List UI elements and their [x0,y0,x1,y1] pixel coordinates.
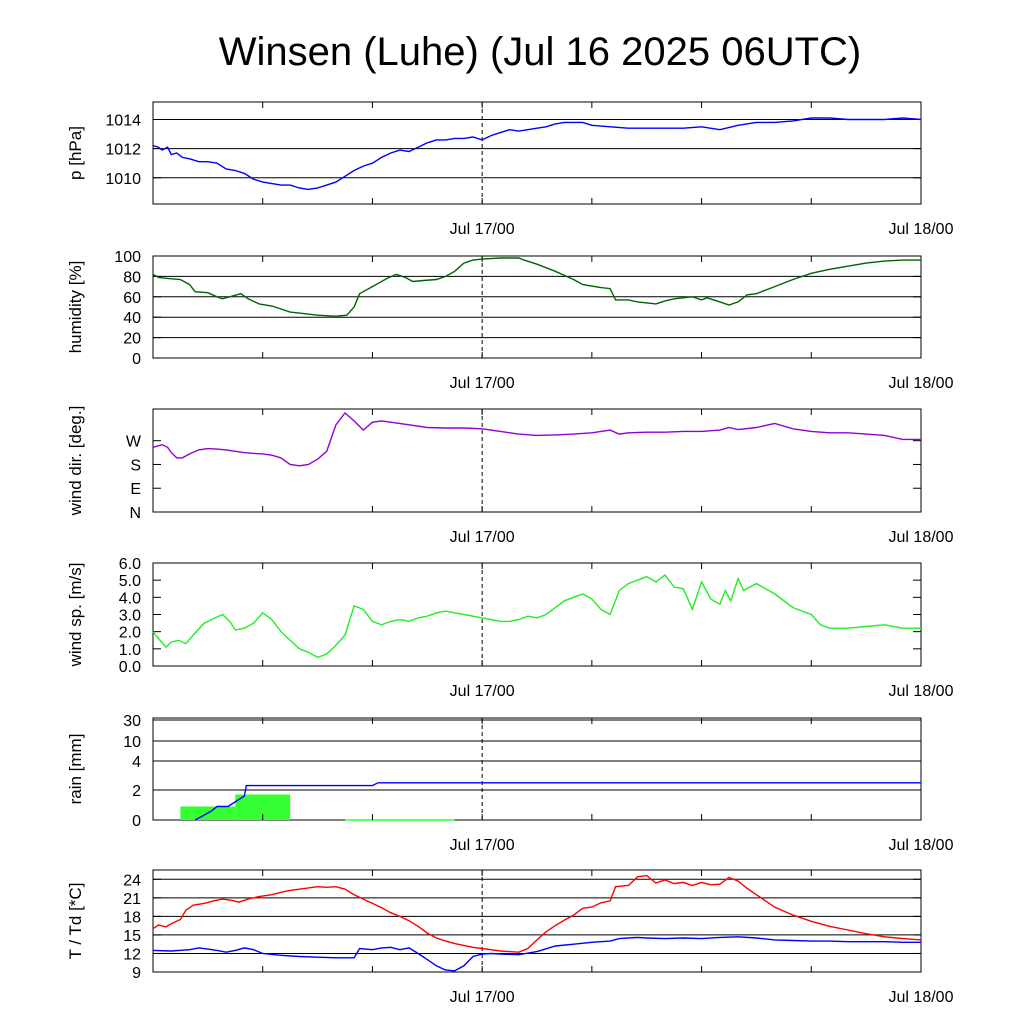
y-tick-label: 15 [123,928,141,945]
y-axis-label: rain [mm] [66,734,85,805]
panel-frame [152,869,922,973]
y-tick-label: 0 [132,351,141,368]
panel-pressure: 1010 1012 1014 Jul 17/00 Jul 18/00 p [hPa] [66,101,954,238]
y-tick-label: 40 [123,310,141,327]
y-tick-label: 2.0 [119,625,141,642]
chart-title: Winsen (Luhe) (Jul 16 2025 06UTC) [219,30,862,74]
y-tick-label: 18 [123,909,141,926]
x-tick-label: Jul 17/00 [450,683,515,700]
y-axis-label: humidity [%] [66,261,85,354]
panel-frame [152,408,922,513]
series-line-winddir [152,411,921,467]
series-line-windspeed [152,574,921,659]
y-tick-label: 80 [123,269,141,286]
panel-rain: 0 2 4 10 30 Jul 17/00 Jul 18/00 rain [mm] [66,713,954,854]
y-tick-label: N [129,505,141,522]
y-tick-label: 1012 [105,142,141,159]
x-tick-label: Jul 17/00 [450,989,515,1006]
series-line-rain [194,782,921,821]
x-tick-label: Jul 18/00 [889,989,954,1006]
series-line-temperature-td [152,936,921,972]
series-line-temperature-t [152,874,922,953]
y-axis-label: wind sp. [m/s] [66,563,85,668]
y-tick-label: 60 [123,290,141,307]
y-tick-label: 0.0 [119,659,141,676]
y-tick-label: W [126,434,142,451]
y-tick-label: E [130,481,141,498]
x-tick-label: Jul 17/00 [450,529,515,546]
x-tick-label: Jul 18/00 [889,837,954,854]
panel-windspeed: 0.01.02.03.04.05.06.0 Jul 17/00 Jul 18/00 w… [66,556,954,700]
panel-frame [152,101,922,205]
x-tick-label: Jul 17/00 [450,837,515,854]
panel-frame [152,562,922,667]
y-tick-label: 21 [123,891,141,908]
y-tick-label: 2 [132,783,141,800]
x-tick-label: Jul 18/00 [889,375,954,392]
y-tick-label: 24 [123,872,141,889]
rain-bar [345,819,455,821]
y-tick-label: 4.0 [119,590,141,607]
y-tick-label: 12 [123,946,141,963]
y-tick-label: 30 [123,713,141,730]
panel-frame [152,255,922,359]
x-tick-label: Jul 18/00 [889,683,954,700]
y-tick-label: 6.0 [119,556,141,573]
series-line-pressure [152,117,922,191]
x-tick-label: Jul 18/00 [889,221,954,238]
y-tick-label: 5.0 [119,573,141,590]
y-axis-label: wind dir. [deg.] [66,406,85,517]
y-tick-label: 100 [114,249,141,266]
y-tick-label: 1014 [105,112,141,129]
y-tick-label: 10 [123,734,141,751]
y-axis-label: p [hPa] [66,126,85,180]
y-tick-label: 9 [132,965,141,982]
panel-humidity: 0 20 40 60 80 100 Jul 17/00 Jul 18/00 humidity [… [66,249,954,392]
y-tick-label: 4 [132,754,141,771]
x-tick-label: Jul 18/00 [889,529,954,546]
y-axis-label: T / Td [*C] [66,883,85,960]
y-tick-label: S [130,457,141,474]
y-tick-label: 1.0 [119,642,141,659]
y-tick-label: 3.0 [119,608,141,625]
x-tick-label: Jul 17/00 [450,221,515,238]
y-tick-label: 0 [132,813,141,830]
series-line-humidity [152,257,921,317]
x-tick-label: Jul 17/00 [450,375,515,392]
y-tick-label: 20 [123,331,141,348]
y-tick-label: 1010 [105,171,141,188]
